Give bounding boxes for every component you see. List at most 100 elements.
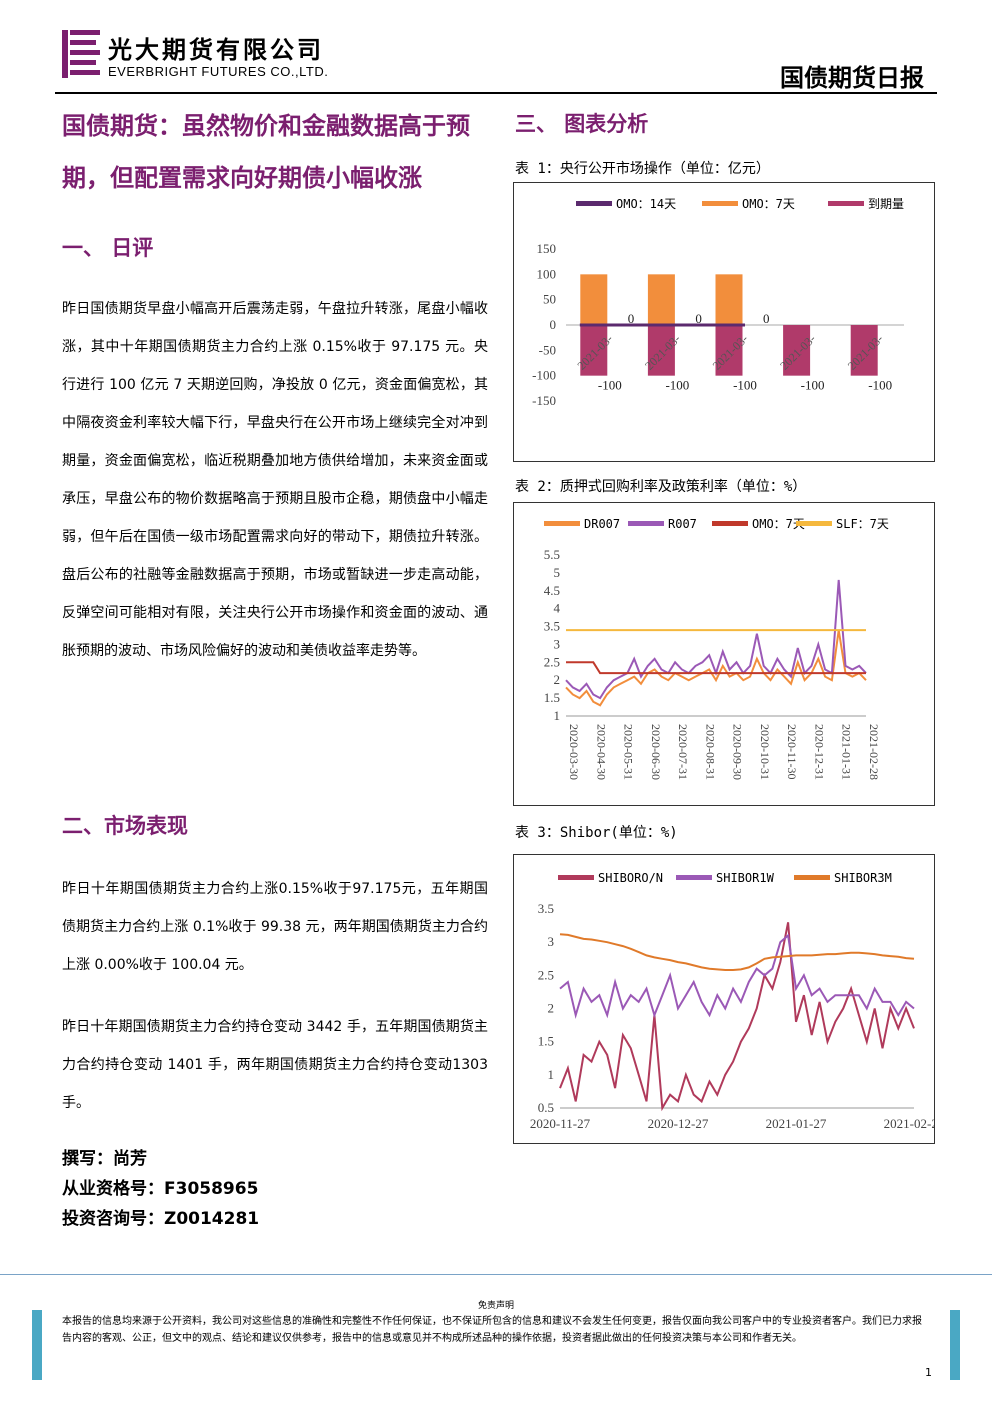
bar-maturity bbox=[647, 325, 675, 376]
y-tick-label: -100 bbox=[532, 368, 556, 383]
legend-label: DR007 bbox=[584, 517, 620, 531]
y-tick-label: 2 bbox=[548, 1001, 555, 1016]
legend-label: SHIBORO/N bbox=[598, 871, 663, 885]
y-tick-label: 100 bbox=[537, 266, 557, 281]
data-label: -100 bbox=[665, 378, 689, 393]
daily-comment-paragraph: 昨日国债期货早盘小幅高开后震荡走弱，午盘拉升转涨，尾盘小幅收涨，其中十年期国债期… bbox=[62, 301, 488, 659]
legend-label: SHIBOR3M bbox=[834, 871, 892, 885]
series-line bbox=[559, 933, 915, 1019]
data-label: -100 bbox=[733, 378, 757, 393]
signature-block: 撰写：尚芳 从业资格号：F3058965 投资咨询号：Z0014281 bbox=[62, 1144, 259, 1234]
x-tick-label: 2020-06-30 bbox=[649, 724, 663, 780]
x-tick-label: 2020-07-31 bbox=[676, 724, 690, 780]
consult-number: 投资咨询号：Z0014281 bbox=[62, 1209, 260, 1229]
legend-swatch bbox=[702, 201, 738, 206]
zero-data-label: 0 bbox=[695, 311, 702, 326]
y-tick-label: 0.5 bbox=[538, 1100, 554, 1115]
company-name-cn: 光大期货有限公司 bbox=[108, 35, 324, 64]
y-tick-label: 50 bbox=[543, 292, 556, 307]
y-tick-label: 2 bbox=[554, 672, 561, 687]
legend-label: OMO：14天 bbox=[616, 197, 676, 211]
chart-1-caption: 表 1：央行公开市场操作（单位：亿元） bbox=[515, 161, 770, 177]
y-tick-label: 3.5 bbox=[538, 901, 554, 916]
section-2-text-2: 昨日十年期国债期货主力合约持仓变动 3442 手，五年期国债期货主力合约持仓变动… bbox=[62, 1008, 488, 1122]
legend-swatch bbox=[576, 201, 612, 206]
y-tick-label: 150 bbox=[537, 241, 557, 256]
y-tick-label: 3 bbox=[548, 934, 555, 949]
y-tick-label: 2.5 bbox=[544, 654, 560, 669]
y-tick-label: -150 bbox=[532, 393, 556, 408]
section-1-text: 昨日国债期货早盘小幅高开后震荡走弱，午盘拉升转涨，尾盘小幅收涨，其中十年期国债期… bbox=[62, 290, 488, 670]
repo-rate-line-chart: DR007 R007 OMO：7天 SLF：7天 5.5 5 4.5 4 3.5 3 2.5 2 1.5… bbox=[544, 517, 889, 780]
page-number: 1 bbox=[925, 1366, 932, 1379]
data-label: -100 bbox=[598, 378, 622, 393]
license-number: 从业资格号：F3058965 bbox=[62, 1179, 259, 1199]
series-line bbox=[565, 629, 867, 707]
report-title: 国债期货：虽然物价和金融数据高于预期，但配置需求向好期债小幅收涨 bbox=[62, 111, 470, 192]
legend-swatch bbox=[712, 521, 748, 526]
footer-divider bbox=[0, 1274, 992, 1275]
x-tick-label: 2020-04-30 bbox=[594, 724, 608, 780]
y-tick-label: 1 bbox=[554, 708, 561, 723]
x-tick-label: 2020-08-31 bbox=[703, 724, 717, 780]
legend-swatch bbox=[828, 201, 864, 206]
y-tick-label: 1 bbox=[548, 1067, 555, 1082]
data-label: -100 bbox=[801, 378, 825, 393]
series-line bbox=[559, 922, 915, 1112]
y-tick-label: 2.5 bbox=[538, 967, 554, 982]
y-tick-label: 5.5 bbox=[544, 547, 560, 562]
y-tick-label: 5 bbox=[554, 565, 561, 580]
y-tick-label: 1.5 bbox=[538, 1034, 554, 1049]
legend-swatch bbox=[676, 875, 712, 880]
disclaimer-title: 免责声明 bbox=[477, 1301, 514, 1311]
disclaimer-text: 本报告的信息均来源于公开资料，我公司对这些信息的准确性和完整性不作任何保证，也不… bbox=[62, 1316, 922, 1344]
series-line bbox=[566, 661, 866, 675]
zero-data-label: 0 bbox=[628, 311, 635, 326]
footer-right-accent bbox=[950, 1310, 960, 1380]
header-divider bbox=[55, 92, 937, 94]
legend-label: SHIBOR1W bbox=[716, 871, 775, 885]
bar-omo7 bbox=[647, 274, 675, 325]
x-tick-label: 2020-09-30 bbox=[731, 724, 745, 780]
bar-omo7 bbox=[715, 274, 743, 325]
market-position-paragraph: 昨日十年期国债期货主力合约持仓变动 3442 手，五年期国债期货主力合约持仓变动… bbox=[62, 1019, 488, 1111]
bar-maturity bbox=[715, 325, 743, 376]
x-tick-label: 2021-01-31 bbox=[840, 724, 854, 780]
footer-left-accent bbox=[32, 1310, 42, 1380]
legend-label: 到期量 bbox=[868, 197, 904, 211]
series-line bbox=[559, 933, 915, 971]
omo-bar-chart: OMO：14天 OMO：7天 到期量150100500-50-100-1502021… bbox=[532, 197, 904, 408]
x-tick-label: 2020-11-27 bbox=[530, 1116, 591, 1131]
market-price-paragraph: 昨日十年期国债期货主力合约上涨0.15%收于97.175元，五年期国债期货主力合… bbox=[62, 881, 488, 973]
x-tick-label: 2020-05-31 bbox=[622, 724, 636, 780]
y-tick-label: 4.5 bbox=[544, 583, 560, 598]
legend-swatch bbox=[796, 521, 832, 526]
data-label: -100 bbox=[868, 378, 892, 393]
chart-3-box: SHIBORO/N SHIBOR1W SHIBOR3M 3.5 3 2.5 2 1.5 1 0.5… bbox=[513, 854, 945, 1144]
y-tick-label: 4 bbox=[554, 601, 561, 616]
chart-2-box: DR007 R007 OMO：7天 SLF：7天 5.5 5 4.5 4 3.5 3 2.5 2 1.5… bbox=[513, 502, 935, 806]
company-logo-mark bbox=[62, 30, 102, 78]
chart-1-box: OMO：14天 OMO：7天 到期量 150 100 50 0 -50 -100 -150 2021… bbox=[513, 182, 935, 462]
shibor-line-chart: SHIBORO/N SHIBOR1W SHIBOR3M 3.5 3 2.5 2 1.5 1 0.5… bbox=[530, 871, 945, 1131]
y-tick-label: 1.5 bbox=[544, 690, 560, 705]
x-tick-label: 2021-02-27 bbox=[884, 1116, 934, 1131]
legend-swatch bbox=[628, 521, 664, 526]
legend-swatch bbox=[558, 875, 594, 880]
y-tick-label: 3.5 bbox=[544, 619, 560, 634]
section-3-heading: 三、 图表分析 bbox=[515, 111, 649, 136]
legend-label: OMO：7天 bbox=[752, 517, 805, 531]
x-tick-label: 2020-10-31 bbox=[758, 724, 772, 780]
chart-2-caption: 表 2：质押式回购利率及政策利率（单位：%） bbox=[515, 479, 807, 495]
company-name-en: EVERBRIGHT FUTURES CO.,LTD. bbox=[108, 64, 329, 79]
x-tick-label: 2020-12-27 bbox=[648, 1116, 709, 1131]
chart-3-caption: 表 3：Shibor(单位：%) bbox=[515, 825, 678, 841]
legend-swatch bbox=[544, 521, 580, 526]
x-tick-label: 2021-01-27 bbox=[766, 1116, 827, 1131]
section-1-heading: 一、 日评 bbox=[62, 235, 154, 260]
legend-label: SLF：7天 bbox=[836, 517, 889, 531]
section-2-heading: 二、市场表现 bbox=[62, 813, 188, 838]
bar-omo7 bbox=[580, 274, 608, 325]
bar-maturity bbox=[783, 325, 811, 376]
y-tick-label: -50 bbox=[539, 342, 556, 357]
